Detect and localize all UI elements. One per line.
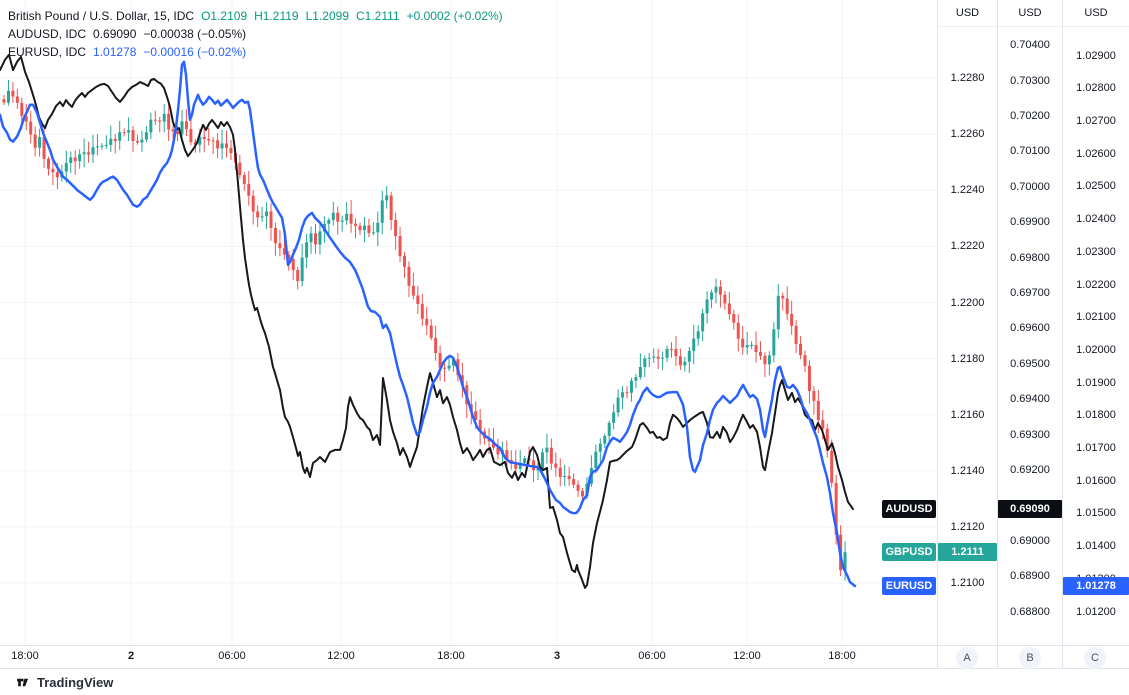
scale-separator [937,0,938,668]
eurusd-series-badge: EURUSD [882,577,936,595]
eurusd-line-series [0,60,857,588]
chart-pane[interactable] [0,0,937,645]
tradingview-logo-icon [17,678,29,687]
price-tick-label: 1.01800 [1076,409,1116,422]
price-tick-label: 0.69000 [1010,534,1050,547]
eurusd-change: −0.00016 (−0.02%) [143,45,247,59]
legend-row-audusd[interactable]: AUDUSD, IDC 0.69090 −0.00038 (−0.05%) [8,25,503,43]
price-tick-label: 0.70400 [1010,39,1050,52]
audusd-line-series [0,53,854,589]
time-tick-label: 18:00 [828,650,856,662]
price-tick-label: 0.70000 [1010,180,1050,193]
time-tick-label: 2 [127,650,135,662]
price-tick-label: 0.70300 [1010,74,1050,87]
scale-mode-button-a[interactable]: A [956,647,978,669]
price-tick-label: 0.69300 [1010,428,1050,441]
price-tick-label: 1.2180 [950,352,985,365]
legend-row-gbpusd[interactable]: British Pound / U.S. Dollar, 15, IDC O1.… [8,7,503,25]
price-tick-label: 0.69700 [1010,287,1050,300]
eurusd-last-price: 1.01278 [93,45,137,59]
scale-currency-label: USD [955,7,980,19]
ohlc-open: O1.2109 [201,9,248,23]
audusd-last-price: 0.69090 [93,27,137,41]
price-tick-label: 1.01900 [1076,376,1116,389]
price-tick-label: 0.70100 [1010,145,1050,158]
price-tick-label: 1.2100 [950,577,985,589]
symbol-title-audusd: AUDUSD, IDC [8,27,87,41]
scale-currency-label: USD [1018,7,1042,19]
symbol-title-gbpusd: British Pound / U.S. Dollar, 15, IDC [8,9,195,23]
price-tick-label: 0.69900 [1010,216,1050,229]
gbpusd-series-badge: GBPUSD [882,543,936,562]
scale-mode-button-c[interactable]: C [1084,647,1106,669]
symbol-title-eurusd: EURUSD, IDC [8,45,87,59]
ohlc-high: H1.2119 [254,9,299,23]
price-tick-label: 1.2120 [950,520,985,533]
audusd-change: −0.00038 (−0.05%) [143,27,247,41]
price-tick-label: 1.01200 [1076,605,1116,618]
price-tick-label: 1.2240 [950,184,985,197]
eurusd-last-price-badge: 1.01278 [1063,577,1129,595]
price-tick-label: 1.2260 [950,128,985,141]
ohlc-close: C1.2111 [356,9,400,23]
price-tick-label: 1.02100 [1076,311,1116,324]
price-scale-eurusd[interactable]: USD 1.02900 1.02800 1.02700 1.02600 1.02500 1… [1063,0,1129,645]
ohlc-low: L1.2099 [305,9,349,23]
price-tick-label: 1.01600 [1076,474,1116,487]
price-tick-label: 1.01500 [1076,507,1116,520]
price-tick-label: 1.02900 [1076,49,1116,62]
price-tick-label: 0.68800 [1010,605,1050,618]
price-tick-label: 1.01700 [1076,442,1116,454]
price-tick-label: 1.2200 [950,296,985,309]
price-tick-label: 1.2280 [950,72,985,85]
time-axis[interactable]: 18:00 2 06:00 12:00 18:00 3 06:00 12:00 18:00 [0,646,937,668]
time-tick-label: 06:00 [218,650,246,662]
scale-separator [1062,0,1063,668]
price-tick-label: 1.2220 [950,240,985,253]
price-tick-label: 1.02300 [1076,245,1116,258]
time-tick-label: 12:00 [733,650,761,662]
time-tick-label: 18:00 [437,650,465,662]
price-tick-label: 0.69500 [1010,357,1050,370]
price-tick-label: 1.02000 [1076,343,1116,356]
price-tick-label: 0.69400 [1010,393,1050,406]
time-axis-border [0,645,1129,646]
price-tick-label: 0.69600 [1010,322,1050,335]
footer-border [0,668,1129,669]
time-tick-label: 12:00 [327,650,355,662]
scale-mode-button-b[interactable]: B [1019,647,1041,669]
time-tick-label: 3 [553,650,561,662]
price-tick-label: 1.02200 [1076,278,1116,291]
audusd-series-badge: AUDUSD [882,500,936,518]
price-tick-label: 1.2160 [950,408,985,421]
time-tick-label: 06:00 [638,650,666,662]
scale-currency-label: USD [1084,7,1108,19]
ohlc-change: +0.0002 (+0.02%) [406,9,503,23]
price-tick-label: 0.69800 [1010,251,1050,264]
price-tick-label: 1.02700 [1076,115,1116,127]
price-tick-label: 0.69200 [1010,464,1050,477]
audusd-last-price-badge: 0.69090 [998,500,1062,518]
price-tick-label: 1.02400 [1076,213,1116,226]
price-tick-label: 1.2140 [950,464,985,477]
gbpusd-last-price-badge: 1.2111 [938,543,997,562]
price-tick-label: 1.02800 [1076,82,1116,95]
price-scale-audusd[interactable]: USD 0.70400 0.70300 0.70200 0.70100 0.70000 0… [998,0,1062,645]
price-tick-label: 0.70200 [1010,110,1050,123]
price-tick-label: 0.68900 [1010,570,1050,583]
price-scale-gbpusd[interactable]: USD 1.2280 1.2260 1.2240 1.2220 1.2200 1.2180… [938,0,997,645]
price-tick-label: 1.01400 [1076,540,1116,553]
brand-name: TradingView [37,675,114,690]
gbpusd-candlestick-series [2,79,847,581]
scale-separator [997,0,998,668]
time-tick-label: 18:00 [11,650,39,662]
price-tick-label: 1.02500 [1076,180,1116,193]
tradingview-attribution[interactable]: TradingView [16,675,113,690]
legend: British Pound / U.S. Dollar, 15, IDC O1.… [8,7,503,61]
price-tick-label: 1.02600 [1076,147,1116,160]
legend-row-eurusd[interactable]: EURUSD, IDC 1.01278 −0.00016 (−0.02%) [8,43,503,61]
